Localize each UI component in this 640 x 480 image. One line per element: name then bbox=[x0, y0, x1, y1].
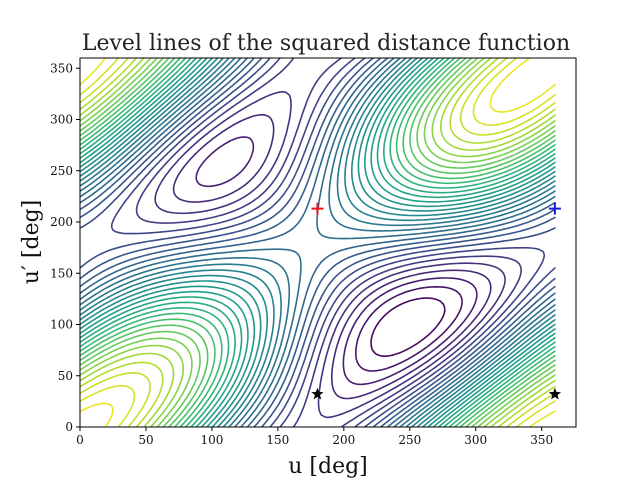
x-axis-label: u [deg] bbox=[288, 454, 368, 479]
x-tick-label: 350 bbox=[530, 433, 553, 447]
markers bbox=[311, 202, 562, 400]
contour-level bbox=[80, 58, 556, 427]
x-tick-label: 200 bbox=[332, 433, 355, 447]
chart-title: Level lines of the squared distance func… bbox=[82, 31, 570, 56]
contour-level bbox=[135, 58, 522, 427]
contour-level bbox=[80, 58, 556, 427]
contour-level bbox=[80, 58, 556, 427]
y-tick-label: 250 bbox=[50, 164, 73, 178]
contour-level bbox=[80, 58, 556, 427]
contour-level bbox=[80, 58, 556, 427]
contour-level bbox=[80, 58, 556, 427]
contour-level bbox=[80, 58, 556, 427]
contour-level bbox=[80, 58, 556, 427]
contour-level bbox=[110, 58, 546, 427]
star-marker bbox=[548, 387, 562, 400]
contour-level bbox=[370, 297, 446, 357]
plus-marker bbox=[311, 202, 324, 215]
x-tick-label: 150 bbox=[266, 433, 289, 447]
contour-level bbox=[80, 58, 556, 427]
x-tick-label: 250 bbox=[398, 433, 421, 447]
y-tick-label: 50 bbox=[58, 369, 73, 383]
x-tick-label: 0 bbox=[76, 433, 84, 447]
contour-level bbox=[80, 58, 556, 427]
contour-level bbox=[80, 58, 556, 427]
y-tick-label: 100 bbox=[50, 318, 73, 332]
contour-level bbox=[195, 136, 478, 386]
y-axis-label: u′ [deg] bbox=[19, 200, 44, 285]
contour-level bbox=[80, 58, 556, 427]
contour-level bbox=[80, 58, 556, 427]
contour-level bbox=[80, 58, 556, 427]
x-tick-label: 300 bbox=[464, 433, 487, 447]
y-tick-label: 200 bbox=[50, 215, 73, 229]
contour-lines bbox=[80, 58, 556, 427]
y-tick-label: 0 bbox=[65, 420, 73, 434]
contour-level bbox=[80, 58, 556, 427]
plot-area: 0 50 100 150 200 250 300 350 0 50 100 150 200 250 300 3… bbox=[50, 57, 577, 447]
x-tick-label: 50 bbox=[138, 433, 153, 447]
contour-level bbox=[355, 286, 463, 372]
plot-frame bbox=[79, 57, 577, 428]
y-tick-label: 350 bbox=[50, 61, 73, 75]
contour-level bbox=[80, 58, 556, 427]
contour-level bbox=[80, 58, 556, 427]
y-tick-label: 300 bbox=[50, 113, 73, 127]
contour-level bbox=[80, 58, 556, 427]
contour-level bbox=[172, 113, 492, 400]
star-marker bbox=[311, 387, 324, 400]
contour-level bbox=[80, 58, 556, 427]
plus-marker bbox=[548, 202, 561, 215]
y-tick-label: 150 bbox=[50, 266, 73, 280]
axis-ticks: 0 50 100 150 200 250 300 350 0 50 100 150 200 250 300 3… bbox=[50, 61, 553, 447]
contour-level bbox=[80, 58, 556, 427]
contour-level bbox=[154, 91, 506, 419]
contour-level bbox=[80, 58, 556, 427]
x-tick-label: 100 bbox=[200, 433, 223, 447]
